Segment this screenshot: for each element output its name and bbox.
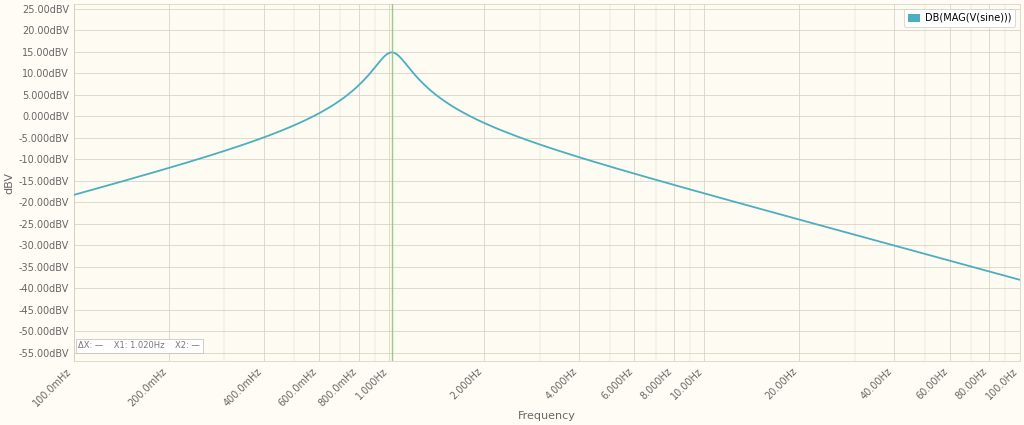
X-axis label: Frequency: Frequency	[518, 411, 575, 421]
Legend: DB(MAG(V(sine))): DB(MAG(V(sine)))	[904, 9, 1015, 27]
Y-axis label: dBV: dBV	[4, 172, 14, 194]
Text: ΔX: —    X1: 1.020Hz    X2: —: ΔX: — X1: 1.020Hz X2: —	[79, 341, 200, 351]
